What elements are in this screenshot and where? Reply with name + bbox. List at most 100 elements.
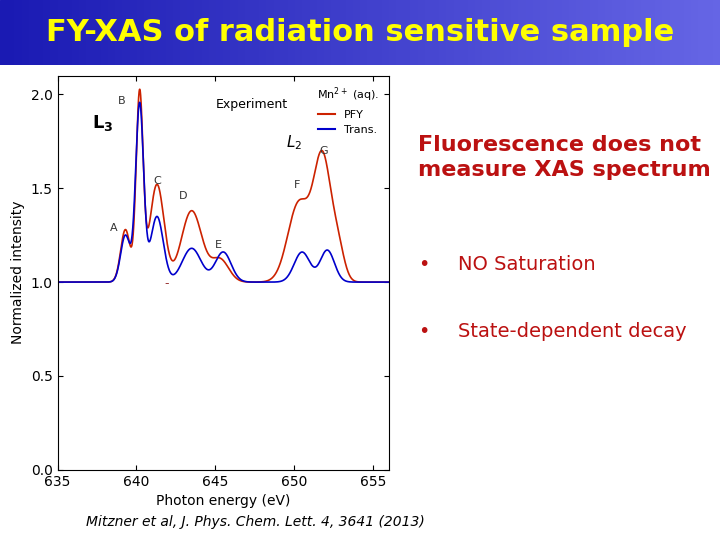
Bar	[65, 0, 72, 65]
Bar	[259, 0, 266, 65]
Bar	[14, 0, 22, 65]
Bar	[468, 0, 475, 65]
Bar	[554, 0, 562, 65]
PFY	[384, 279, 393, 285]
Bar	[50, 0, 58, 65]
Bar	[590, 0, 598, 65]
Bar	[36, 0, 43, 65]
Bar	[22, 0, 29, 65]
Bar	[274, 0, 281, 65]
Bar	[216, 0, 223, 65]
Bar	[288, 0, 295, 65]
Trans.	[384, 279, 393, 285]
Bar	[223, 0, 230, 65]
PFY	[135, 86, 144, 92]
PFY	[215, 254, 223, 261]
Bar	[533, 0, 540, 65]
Bar	[338, 0, 346, 65]
Bar	[648, 0, 655, 65]
Line: Trans.: Trans.	[58, 103, 389, 282]
Bar	[569, 0, 576, 65]
Trans.	[215, 253, 223, 259]
PFY	[53, 279, 62, 285]
Bar	[396, 0, 403, 65]
Bar	[252, 0, 259, 65]
Bar	[677, 0, 684, 65]
Bar	[7, 0, 14, 65]
Trans.	[314, 260, 323, 267]
Text: Experiment: Experiment	[215, 98, 287, 111]
Bar	[439, 0, 446, 65]
Bar	[655, 0, 662, 65]
Bar	[79, 0, 86, 65]
PFY	[375, 279, 384, 285]
Bar	[43, 0, 50, 65]
Bar	[187, 0, 194, 65]
Bar	[418, 0, 425, 65]
Bar	[266, 0, 274, 65]
Legend: PFY, Trans.: PFY, Trans.	[312, 81, 383, 140]
Bar	[641, 0, 648, 65]
Bar	[504, 0, 511, 65]
PFY	[314, 153, 323, 159]
Bar	[230, 0, 238, 65]
PFY	[206, 253, 215, 259]
Bar	[245, 0, 252, 65]
Bar	[382, 0, 389, 65]
Bar	[490, 0, 497, 65]
Bar	[482, 0, 490, 65]
Text: B: B	[117, 96, 125, 106]
Trans.	[53, 279, 62, 285]
Bar	[194, 0, 202, 65]
Bar	[432, 0, 439, 65]
Text: A: A	[109, 224, 117, 233]
Bar	[180, 0, 187, 65]
Bar	[295, 0, 302, 65]
Text: E: E	[215, 240, 222, 251]
Bar	[634, 0, 641, 65]
Line: PFY: PFY	[58, 89, 389, 282]
Bar	[122, 0, 130, 65]
Bar	[101, 0, 108, 65]
PFY	[70, 279, 78, 285]
Trans.	[375, 279, 384, 285]
Text: F: F	[294, 180, 300, 190]
Bar	[158, 0, 166, 65]
Bar	[626, 0, 634, 65]
Bar	[583, 0, 590, 65]
Bar	[86, 0, 94, 65]
Bar	[130, 0, 137, 65]
Bar	[202, 0, 209, 65]
Bar	[360, 0, 367, 65]
Bar	[547, 0, 554, 65]
X-axis label: Photon energy (eV): Photon energy (eV)	[156, 494, 290, 508]
Text: $L_2$: $L_2$	[287, 133, 302, 152]
Bar	[324, 0, 331, 65]
Y-axis label: Normalized intensity: Normalized intensity	[12, 201, 25, 345]
Bar	[166, 0, 173, 65]
Bar	[403, 0, 410, 65]
Bar	[353, 0, 360, 65]
Bar	[475, 0, 482, 65]
Bar	[115, 0, 122, 65]
Bar	[619, 0, 626, 65]
Bar	[454, 0, 461, 65]
Text: C: C	[154, 177, 161, 186]
Bar	[346, 0, 353, 65]
Trans.	[70, 279, 78, 285]
Bar	[29, 0, 36, 65]
Bar	[526, 0, 533, 65]
Text: Mitzner et al, J. Phys. Chem. Lett. 4, 3641 (2013): Mitzner et al, J. Phys. Chem. Lett. 4, 3…	[86, 515, 425, 529]
Bar	[425, 0, 432, 65]
Bar	[317, 0, 324, 65]
Bar	[72, 0, 79, 65]
Bar	[706, 0, 713, 65]
Bar	[151, 0, 158, 65]
Bar	[446, 0, 454, 65]
Bar	[461, 0, 468, 65]
Bar	[331, 0, 338, 65]
Bar	[374, 0, 382, 65]
Text: FY-XAS of radiation sensitive sample: FY-XAS of radiation sensitive sample	[46, 18, 674, 47]
Text: •: •	[418, 255, 430, 274]
Bar	[598, 0, 605, 65]
